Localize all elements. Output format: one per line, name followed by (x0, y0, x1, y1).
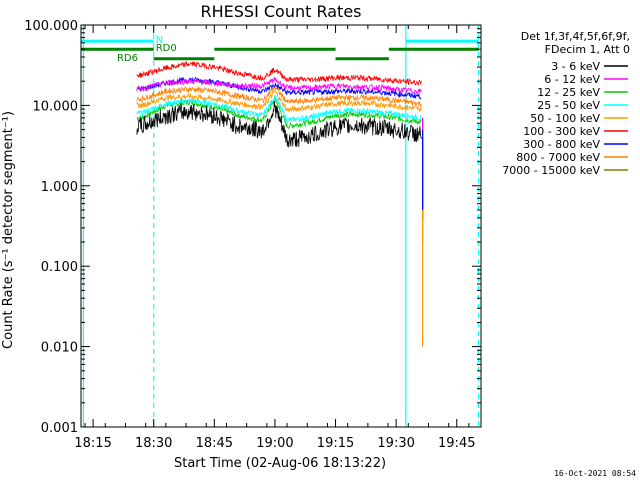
x-tick-label-6: 19:45 (438, 436, 475, 451)
legend: Det 1f,3f,4f,5f,6f,9f,FDecim 1, Att 0 3 -… (502, 30, 630, 177)
legend-entry-label-7: 800 - 7000 keV (516, 151, 600, 164)
legend-entry-label-1: 6 - 12 keV (544, 73, 600, 86)
legend-header-0: Det 1f,3f,4f,5f,6f,9f, (521, 30, 630, 43)
y-tick-label-4: 0.010 (41, 341, 78, 356)
y-axis-label: Count Rate (s⁻¹ detector segment⁻¹) (1, 111, 16, 349)
x-tick-label-4: 19:15 (317, 436, 354, 451)
legend-entry-label-2: 12 - 25 keV (537, 86, 600, 99)
flag-label-n: N (156, 35, 163, 46)
y-tick-label-5: 0.001 (41, 421, 78, 436)
series-line-7 (136, 85, 422, 108)
axes-frame (80, 24, 482, 428)
x-tick-label-5: 19:30 (377, 436, 414, 451)
y-tick-label-3: 0.100 (41, 260, 78, 275)
series-line-2 (136, 96, 422, 130)
legend-entry-label-4: 50 - 100 keV (530, 112, 600, 125)
series-line-1 (136, 76, 422, 96)
legend-header-1: FDecim 1, Att 0 (545, 43, 630, 56)
flag-label-rd6: RD6 (117, 53, 138, 64)
legend-entry-label-8: 7000 - 15000 keV (502, 164, 600, 177)
legend-entry-label-0: 3 - 6 keV (551, 60, 600, 73)
y-tick-label-0: 100.000 (24, 19, 78, 34)
series-line-0 (136, 100, 422, 148)
chart-title: RHESSI Count Rates (201, 2, 362, 21)
timestamp-label: 16-Oct-2021 08:54 (554, 469, 636, 478)
series-line-4 (136, 89, 422, 113)
y-tick-label-2: 1.000 (41, 180, 78, 195)
legend-entry-label-3: 25 - 50 keV (537, 99, 600, 112)
series-line-5 (136, 60, 422, 86)
x-tick-label-0: 18:15 (74, 436, 111, 451)
x-tick-label-1: 18:30 (135, 436, 172, 451)
legend-entry-label-5: 100 - 300 keV (523, 125, 600, 138)
y-tick-label-1: 10.000 (33, 99, 79, 114)
x-tick-label-3: 19:00 (256, 436, 293, 451)
series-line-3 (136, 95, 422, 124)
x-tick-label-2: 18:45 (196, 436, 233, 451)
flag-label-rd0: RD0 (156, 43, 177, 54)
legend-entry-label-6: 300 - 800 keV (523, 138, 600, 151)
x-axis-label: Start Time (02-Aug-06 18:13:22) (174, 456, 386, 471)
